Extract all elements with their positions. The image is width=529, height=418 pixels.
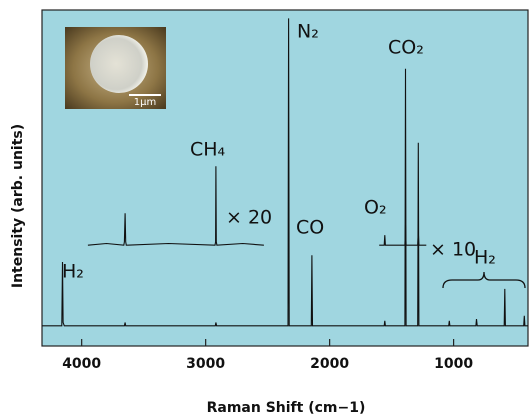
spectrum-line [379, 224, 427, 246]
x-tick-label: 1000 [434, 356, 473, 372]
peak-label: CO₂ [388, 37, 424, 59]
inset-image: 1μm [65, 27, 166, 109]
x-axis-label: Raman Shift (cm−1) [207, 400, 366, 416]
x-tick-label: 3000 [186, 356, 225, 372]
x-tick-label: 4000 [62, 356, 101, 372]
peak-label: N₂ [297, 21, 319, 43]
peak-label: CH₄ [190, 139, 226, 161]
spectrum-line [42, 18, 528, 327]
x-tick-label: 2000 [310, 356, 349, 372]
peak-label: O₂ [364, 197, 387, 219]
y-axis-label: Intensity (arb. units) [10, 124, 26, 288]
peak-label: × 20 [226, 207, 272, 229]
peak-label: CO [296, 217, 324, 239]
peak-label: H₂ [62, 261, 84, 283]
brace [442, 271, 526, 289]
spectrum-line [87, 166, 264, 246]
peak-label: × 10 [430, 239, 476, 261]
peak-label: H₂ [474, 247, 496, 269]
scale-bar-label: 1μm [134, 97, 156, 108]
